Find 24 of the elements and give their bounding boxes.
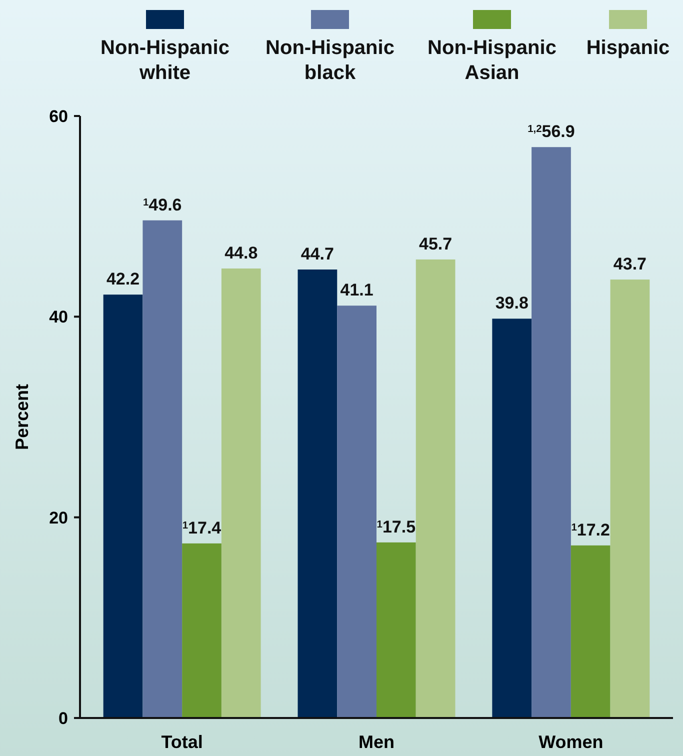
- legend-label: Non-Hispanic black: [266, 37, 394, 84]
- data-label: 43.7: [613, 254, 647, 274]
- data-label: $^{1}$49.6: [143, 195, 182, 214]
- data-label: 41.1: [340, 280, 374, 300]
- data-label: $^{1}$17.5: [376, 517, 416, 536]
- x-tick-label: Total: [161, 732, 203, 752]
- y-tick-label: 20: [49, 508, 68, 528]
- legend-label: Non-Hispanic white: [100, 37, 230, 84]
- data-label: 44.8: [224, 244, 258, 263]
- data-label: $^{1}$17.4: [182, 518, 222, 538]
- y-tick-label: 40: [49, 308, 68, 327]
- data-label: 45.7: [419, 234, 452, 254]
- data-label: 39.8: [495, 294, 528, 313]
- x-tick-label: Women: [538, 732, 604, 752]
- data-label: $^{1}$17.2: [571, 520, 610, 540]
- y-tick-label: 0: [58, 709, 68, 728]
- y-axis-title: Percent: [12, 384, 32, 450]
- data-label: 42.2: [106, 270, 140, 289]
- y-tick-label: 60: [49, 107, 68, 126]
- legend-label: Hispanic: [586, 37, 670, 59]
- legend-label: Non-Hispanic Asian: [428, 37, 556, 84]
- x-tick-label: Men: [358, 732, 394, 752]
- data-label: 44.7: [300, 244, 334, 264]
- data-label: $^{1,2}$56.9: [528, 122, 575, 142]
